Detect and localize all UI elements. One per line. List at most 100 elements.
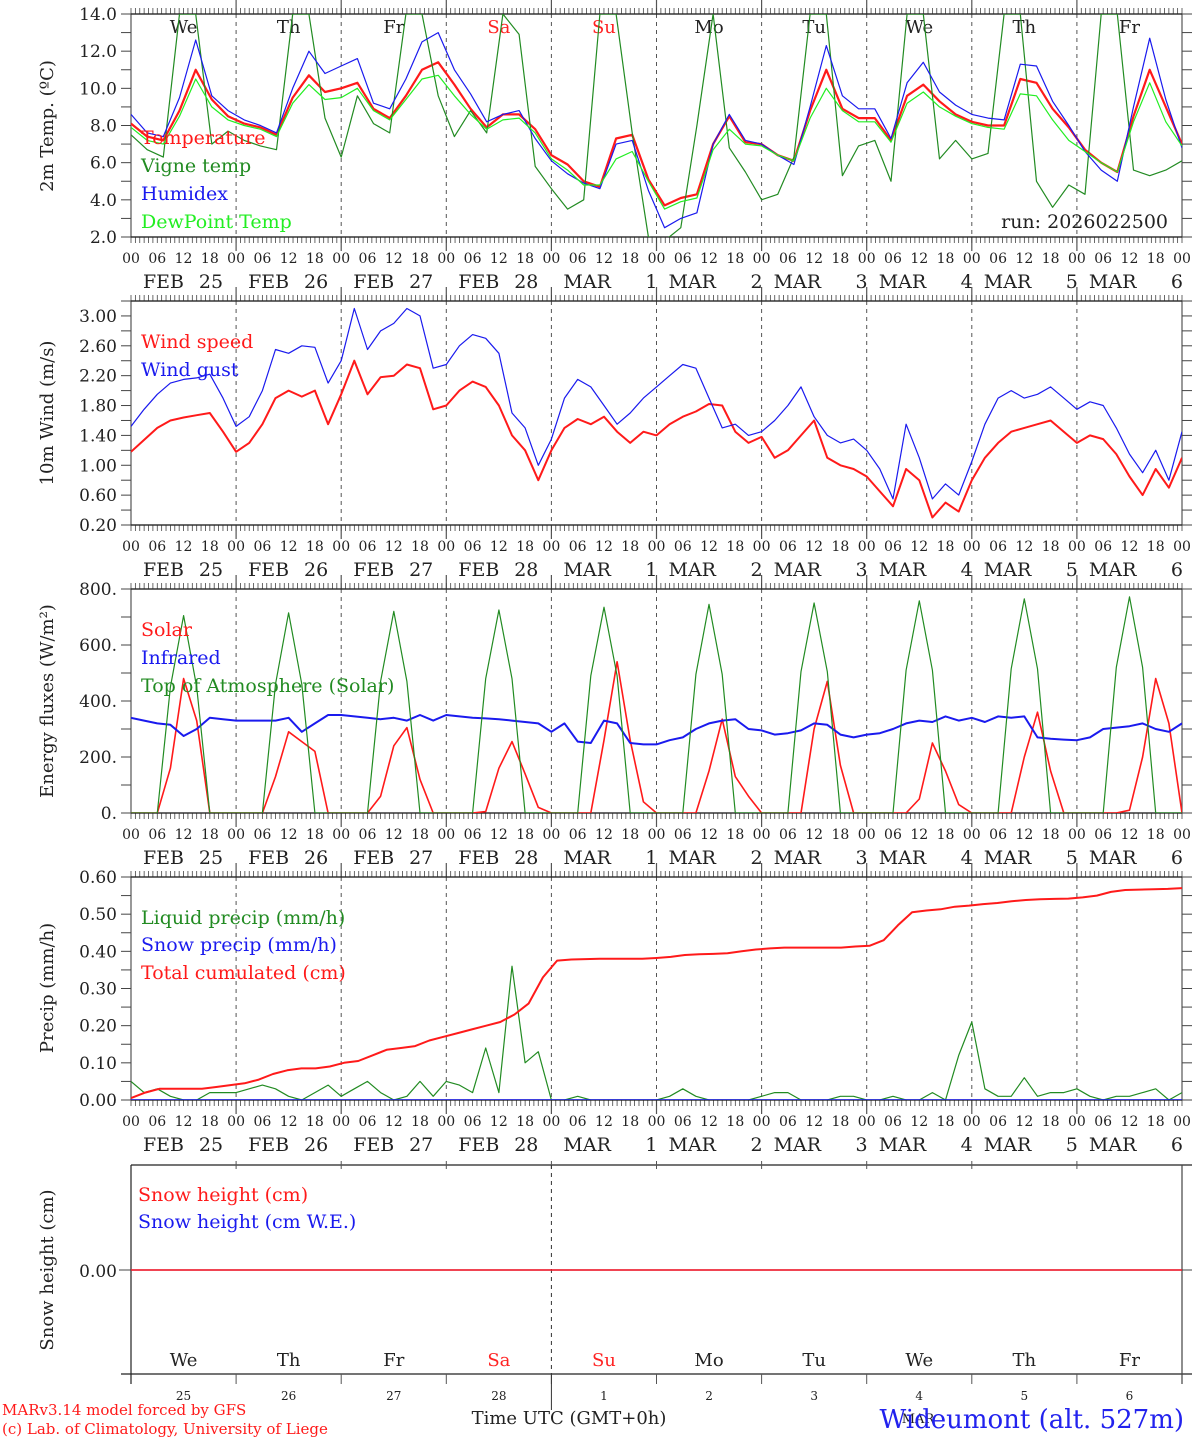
hour-label: 00 <box>122 539 140 555</box>
date-label-day: 26 <box>304 271 328 293</box>
y-tick-label: 0.00 <box>79 1091 117 1111</box>
y-tick-label: 12.0 <box>79 42 117 62</box>
date-label-day: 1 <box>645 1134 657 1156</box>
date-label-day: 6 <box>1171 847 1183 869</box>
time-axis-title: Time UTC (GMT+0h) <box>472 1408 667 1429</box>
hour-label: 12 <box>175 1114 193 1130</box>
legend-snow-precip: Snow precip (mm/h) <box>141 934 337 956</box>
weekday-label: Su <box>592 1350 616 1371</box>
hour-label: 00 <box>437 827 455 843</box>
hour-label: 06 <box>884 827 902 843</box>
date-label: FEB <box>143 271 184 293</box>
legend-wind-gust: Wind gust <box>141 359 239 381</box>
date-label: FEB <box>248 847 289 869</box>
hour-label: 12 <box>280 1114 298 1130</box>
hour-label: 12 <box>175 539 193 555</box>
hour-label: 12 <box>595 251 613 267</box>
hour-label: 18 <box>516 1114 534 1130</box>
weekday-label: Th <box>1013 1350 1037 1371</box>
date-label-day: 1 <box>645 271 657 293</box>
legend-total-cumulated: Total cumulated (cm) <box>141 962 346 984</box>
y-tick-label: 1.40 <box>79 426 117 446</box>
y-tick-label: 0.20 <box>79 516 117 536</box>
date-label: MAR <box>1089 1134 1137 1156</box>
hour-label: 06 <box>359 251 377 267</box>
date-label-day: 27 <box>409 847 433 869</box>
date-label-day: 5 <box>1066 271 1078 293</box>
weekday-label: Fr <box>383 1350 404 1371</box>
date-label-day: 1 <box>645 847 657 869</box>
hour-label: 18 <box>1147 827 1165 843</box>
date-label-day: 3 <box>856 559 868 581</box>
hour-label: 18 <box>832 827 850 843</box>
date-label-day: 4 <box>961 847 973 869</box>
hour-label: 18 <box>726 251 744 267</box>
hour-label: 06 <box>148 1114 166 1130</box>
series-humidex <box>131 31 1182 229</box>
date-label: FEB <box>353 1134 394 1156</box>
date-label: MAR <box>984 271 1032 293</box>
date-label: FEB <box>353 847 394 869</box>
hour-label: 18 <box>201 827 219 843</box>
day-number-label: 25 <box>176 1389 191 1403</box>
y-tick-label: 800. <box>79 580 117 600</box>
hour-label: 06 <box>464 827 482 843</box>
date-label-day: 26 <box>304 847 328 869</box>
series-total-cumulated-cm <box>131 887 1182 1100</box>
weekday-label: Fr <box>383 17 404 38</box>
date-label-day: 27 <box>409 559 433 581</box>
date-label: MAR <box>1089 271 1137 293</box>
hour-label: 06 <box>674 827 692 843</box>
date-label-day: 6 <box>1171 559 1183 581</box>
hour-label: 06 <box>884 251 902 267</box>
ylabel-wind: 10m Wind (m/s) <box>37 341 58 486</box>
hour-label: 06 <box>989 251 1007 267</box>
date-label-day: 2 <box>750 847 762 869</box>
date-label-day: 2 <box>750 1134 762 1156</box>
hour-label: 00 <box>437 539 455 555</box>
precip-legend: Liquid precip (mm/h) Snow precip (mm/h) … <box>141 907 346 984</box>
day-number-label: 2 <box>705 1389 713 1403</box>
hour-label: 00 <box>648 1114 666 1130</box>
day-number-label: 26 <box>281 1389 296 1403</box>
hour-label: 06 <box>148 827 166 843</box>
hour-label: 00 <box>963 539 981 555</box>
month-label: MAR <box>902 1412 936 1427</box>
hour-label: 18 <box>621 539 639 555</box>
legend-wind-speed: Wind speed <box>141 331 253 353</box>
wind-legend: Wind speed Wind gust <box>141 331 253 381</box>
hour-label: 00 <box>648 251 666 267</box>
hour-label: 00 <box>122 251 140 267</box>
y-tick-label: 10.0 <box>79 79 117 99</box>
hour-label: 18 <box>411 1114 429 1130</box>
hour-label: 00 <box>542 827 560 843</box>
hour-label: 06 <box>884 1114 902 1130</box>
run-annotation: run: 2026022500 <box>1001 211 1168 233</box>
hour-label: 12 <box>280 539 298 555</box>
weekday-label: Sa <box>487 1350 510 1371</box>
legend-liquid-precip: Liquid precip (mm/h) <box>141 907 345 929</box>
legend-infrared: Infrared <box>141 647 221 669</box>
legend-vigne-temp: Vigne temp <box>140 155 251 177</box>
date-label: FEB <box>248 1134 289 1156</box>
hour-label: 00 <box>542 1114 560 1130</box>
hour-label: 00 <box>963 1114 981 1130</box>
hour-label: 00 <box>1068 539 1086 555</box>
hour-label: 00 <box>122 827 140 843</box>
hour-label: 18 <box>726 539 744 555</box>
date-label: MAR <box>669 559 717 581</box>
hour-label: 12 <box>280 827 298 843</box>
hour-label: 18 <box>937 251 955 267</box>
y-tick-label: 6.0 <box>90 154 117 174</box>
weekday-label: Su <box>592 17 616 38</box>
weekday-label: Mo <box>694 17 723 38</box>
y-tick-label: 0.40 <box>79 942 117 962</box>
hour-label: 12 <box>1015 539 1033 555</box>
hour-label: 06 <box>359 539 377 555</box>
hour-label: 00 <box>332 1114 350 1130</box>
date-label: MAR <box>879 847 927 869</box>
weekday-label: Fr <box>1119 17 1140 38</box>
hour-label: 06 <box>779 251 797 267</box>
date-label-day: 2 <box>750 559 762 581</box>
